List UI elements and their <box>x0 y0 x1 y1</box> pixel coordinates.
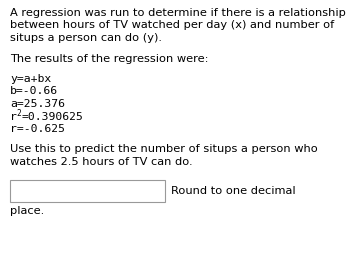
Text: r: r <box>10 112 17 122</box>
Text: 2: 2 <box>16 108 21 117</box>
Text: =0.390625: =0.390625 <box>22 112 84 122</box>
Text: b=-0.66: b=-0.66 <box>10 86 58 96</box>
Text: situps a person can do (y).: situps a person can do (y). <box>10 33 162 43</box>
Text: r=-0.625: r=-0.625 <box>10 124 65 134</box>
Text: Round to one decimal: Round to one decimal <box>171 185 296 195</box>
Text: place.: place. <box>10 205 44 216</box>
Text: Use this to predict the number of situps a person who: Use this to predict the number of situps… <box>10 145 318 155</box>
Text: The results of the regression were:: The results of the regression were: <box>10 53 209 63</box>
Text: A regression was run to determine if there is a relationship: A regression was run to determine if the… <box>10 8 346 18</box>
Text: watches 2.5 hours of TV can do.: watches 2.5 hours of TV can do. <box>10 157 192 167</box>
Text: a=25.376: a=25.376 <box>10 99 65 109</box>
Text: y=a+bx: y=a+bx <box>10 74 51 84</box>
FancyBboxPatch shape <box>10 179 165 201</box>
Text: between hours of TV watched per day (x) and number of: between hours of TV watched per day (x) … <box>10 20 334 30</box>
